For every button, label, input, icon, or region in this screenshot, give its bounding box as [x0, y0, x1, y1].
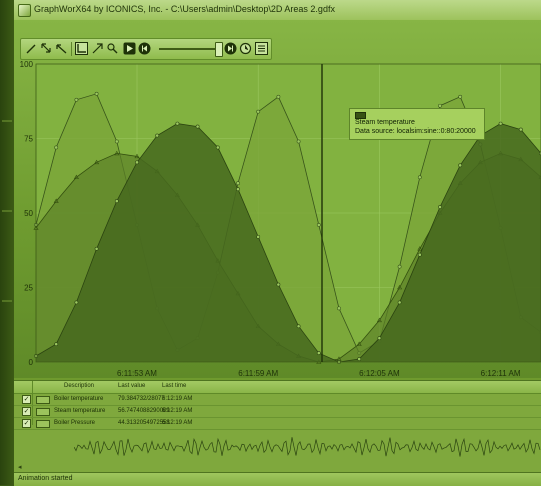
data-point [75, 301, 78, 304]
column-header-last-time[interactable]: Last time [162, 383, 186, 389]
speed-slider-track[interactable] [159, 48, 215, 50]
row-checkbox[interactable]: ✓ [22, 395, 31, 404]
desktop-left-edge [0, 0, 14, 485]
speed-slider-thumb[interactable] [215, 42, 223, 57]
data-point [519, 128, 522, 131]
series-swatch [36, 396, 50, 404]
data-point [115, 140, 118, 143]
data-tooltip: Steam temperature Data source: localsim:… [349, 108, 485, 140]
column-header-description[interactable]: Description [64, 383, 94, 389]
y-tick-label: 50 [24, 209, 33, 218]
app-window: GraphWorX64 by ICONICS, Inc. - C:\Users\… [14, 0, 541, 485]
data-point [176, 122, 179, 125]
axis-icon[interactable] [75, 42, 88, 55]
data-point [317, 351, 320, 354]
zoom-icon[interactable] [40, 42, 53, 55]
data-point [418, 253, 421, 256]
series-icon [355, 112, 366, 119]
data-point [418, 176, 421, 179]
data-point [257, 235, 260, 238]
y-tick-label: 25 [24, 284, 33, 293]
data-point [277, 283, 280, 286]
status-bar: Animation started [14, 472, 541, 486]
data-point [55, 146, 58, 149]
cursor-icon[interactable] [91, 42, 104, 55]
y-tick-label: 75 [24, 135, 33, 144]
trend-toolbar [20, 38, 272, 60]
data-point [398, 265, 401, 268]
data-point [75, 98, 78, 101]
x-tick-label: 6:12:11 AM [481, 369, 521, 378]
table-row[interactable]: ✓ Boiler temperature 79.384732/28077 6:1… [14, 394, 541, 406]
row-last-time: 6:12:19 AM [162, 396, 192, 402]
y-tick-label: 100 [20, 60, 34, 69]
data-point [297, 325, 300, 328]
data-point [499, 122, 502, 125]
series-swatch [36, 408, 50, 416]
data-point [55, 343, 58, 346]
data-point [156, 134, 159, 137]
row-description: Boiler Pressure [54, 420, 95, 426]
row-checkbox[interactable]: ✓ [22, 419, 31, 428]
data-point [459, 95, 462, 98]
desktop-mark [2, 210, 12, 212]
data-point [337, 307, 340, 310]
status-text: Animation started [18, 475, 72, 482]
toolbar-separator [71, 42, 72, 56]
table-row[interactable]: ✓ Steam temperature 56.7474088290009 6:1… [14, 406, 541, 418]
data-point [257, 110, 260, 113]
play-icon[interactable] [123, 42, 136, 55]
legend-header: Description Last value Last time [14, 381, 541, 394]
row-checkbox[interactable]: ✓ [22, 407, 31, 416]
x-tick-label: 6:12:05 AM [359, 369, 400, 378]
x-tick-label: 6:11:59 AM [238, 369, 278, 378]
series-swatch [36, 420, 50, 428]
column-header-last-value[interactable]: Last value [118, 383, 145, 389]
data-point [216, 146, 219, 149]
row-last-value: 79.384732/28077 [118, 396, 165, 402]
desktop-mark [2, 120, 12, 122]
data-point [438, 205, 441, 208]
y-tick-label: 0 [29, 358, 34, 367]
row-description: Steam temperature [54, 408, 105, 414]
data-point [358, 357, 361, 360]
data-point [236, 188, 239, 191]
tooltip-series-name: Steam temperature [355, 119, 415, 126]
magnify-icon[interactable] [106, 42, 119, 55]
pan-icon[interactable] [55, 42, 68, 55]
tooltip-data-source: Data source: localsim:sine::0:80:20000 [355, 128, 476, 135]
row-last-time: 6:12:19 AM [162, 408, 192, 414]
data-point [277, 95, 280, 98]
x-tick-label: 6:11:53 AM [117, 369, 157, 378]
data-point [115, 199, 118, 202]
data-point [438, 104, 441, 107]
data-point [95, 92, 98, 95]
data-point [236, 182, 239, 185]
row-description: Boiler temperature [54, 396, 103, 402]
data-point [398, 301, 401, 304]
data-point [378, 337, 381, 340]
legend-icon[interactable] [255, 42, 268, 55]
overview-sparkline[interactable] [74, 429, 541, 465]
legend-grid: Description Last value Last time ✓ Boile… [14, 380, 541, 473]
rewind-icon[interactable] [138, 42, 151, 55]
data-point [95, 247, 98, 250]
row-last-time: 6:12:19 AM [162, 420, 192, 426]
scroll-left-icon[interactable]: ◂ [18, 463, 22, 471]
clock-icon[interactable] [239, 42, 252, 55]
data-point [459, 164, 462, 167]
fast-forward-icon[interactable] [224, 42, 237, 55]
data-point [317, 223, 320, 226]
data-point [135, 161, 138, 164]
pen-icon[interactable] [25, 42, 38, 55]
data-point [196, 125, 199, 128]
data-point [297, 140, 300, 143]
desktop-mark [2, 300, 12, 302]
sparkline-trace [74, 437, 540, 456]
